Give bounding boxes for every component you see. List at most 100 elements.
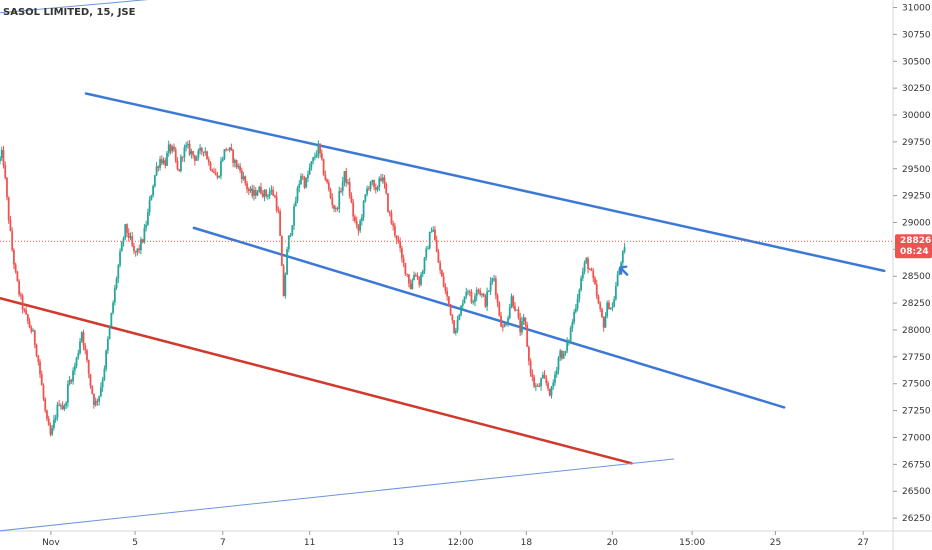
candle-body <box>173 146 175 150</box>
candle-body <box>223 149 226 159</box>
candle-body <box>192 151 195 156</box>
candle-body <box>428 231 431 249</box>
price-tick-label: 26750 <box>902 460 931 470</box>
candle-body <box>87 360 90 374</box>
candle-body <box>536 385 539 387</box>
candle-body <box>411 280 414 289</box>
candle-body <box>331 197 334 206</box>
candle-body <box>28 321 31 328</box>
candle-body <box>263 190 266 197</box>
candle-body <box>80 332 83 342</box>
candle-body <box>369 182 372 189</box>
candle-body <box>108 326 111 339</box>
candle-body <box>39 361 41 374</box>
candle-body <box>209 162 212 170</box>
candle-body <box>169 144 172 152</box>
candle-body <box>439 262 442 271</box>
candle-body <box>171 146 174 152</box>
candle-body <box>333 205 335 209</box>
candle-body <box>458 314 461 320</box>
price-label-value: 28826 <box>900 236 931 246</box>
candle-body <box>180 156 182 171</box>
candle-body <box>58 404 61 406</box>
candle-body <box>446 290 449 297</box>
candle-body <box>470 291 473 303</box>
candle-body <box>423 257 426 272</box>
candle-body <box>435 239 438 252</box>
candle-body <box>609 307 612 310</box>
candle-body <box>437 251 440 263</box>
candle-body <box>588 268 591 270</box>
candle-body <box>616 274 619 287</box>
candle-body <box>390 212 393 224</box>
candle-body <box>399 241 402 249</box>
candle-body <box>207 159 210 163</box>
candle-body <box>493 278 495 280</box>
candle-body <box>153 175 156 187</box>
candle-body <box>555 370 558 375</box>
candle-body <box>338 190 341 209</box>
price-tick-label: 31000 <box>902 4 931 14</box>
candle-body <box>352 202 355 217</box>
candle-body <box>63 405 66 409</box>
price-label-countdown: 08:24 <box>900 247 929 257</box>
candle-body <box>124 224 127 239</box>
candle-body <box>585 258 588 263</box>
candle-body <box>416 275 419 278</box>
time-tick-label: 27 <box>857 538 868 548</box>
price-label-box <box>895 234 932 259</box>
candle-body <box>620 262 623 269</box>
candle-body <box>574 308 577 312</box>
candle-body <box>176 160 179 170</box>
candle-body <box>343 171 346 182</box>
candle-body <box>164 160 167 166</box>
price-tick-label: 28500 <box>902 272 931 282</box>
candle-body <box>68 380 71 385</box>
price-tick-label: 26500 <box>902 487 931 497</box>
candle-body <box>261 193 264 197</box>
candle-body <box>23 309 26 311</box>
candle-body <box>487 290 490 292</box>
candle-body <box>547 383 549 389</box>
price-tick-label: 27250 <box>902 407 931 417</box>
candle-body <box>460 305 462 315</box>
candle-body <box>143 227 146 243</box>
candle-body <box>146 212 149 225</box>
candle-body <box>484 296 487 307</box>
candle-body <box>326 179 328 183</box>
candle-body <box>359 221 362 231</box>
candle-body <box>489 281 492 291</box>
candle-body <box>30 327 33 332</box>
candle-body <box>253 189 255 196</box>
candle-body <box>162 160 165 164</box>
candle-body <box>249 188 252 192</box>
candle-body <box>35 344 38 356</box>
candle-body <box>371 179 374 183</box>
candle-body <box>618 268 621 275</box>
price-tick-label: 29250 <box>902 192 931 202</box>
candle-body <box>491 278 494 282</box>
candle-body <box>529 360 532 374</box>
candle-body <box>453 320 455 334</box>
candle-body <box>427 248 429 250</box>
candle-body <box>454 330 457 334</box>
candle-body <box>380 178 382 181</box>
candle-body <box>166 153 168 166</box>
candle-body <box>534 385 537 387</box>
candle-body <box>126 224 128 233</box>
time-tick-label: 12:00 <box>448 538 474 548</box>
candle-body <box>366 188 368 195</box>
candle-body <box>265 190 268 197</box>
trendline-thin-top <box>0 0 149 14</box>
candle-body <box>362 201 365 218</box>
candle-body <box>373 179 375 188</box>
candle-body <box>195 157 198 161</box>
time-tick-label: 13 <box>393 538 404 548</box>
candle-body <box>447 296 450 305</box>
candle-body <box>251 188 254 196</box>
candle-body <box>268 191 271 196</box>
candle-body <box>214 172 217 176</box>
candle-body <box>113 287 116 303</box>
candle-body <box>72 370 74 382</box>
